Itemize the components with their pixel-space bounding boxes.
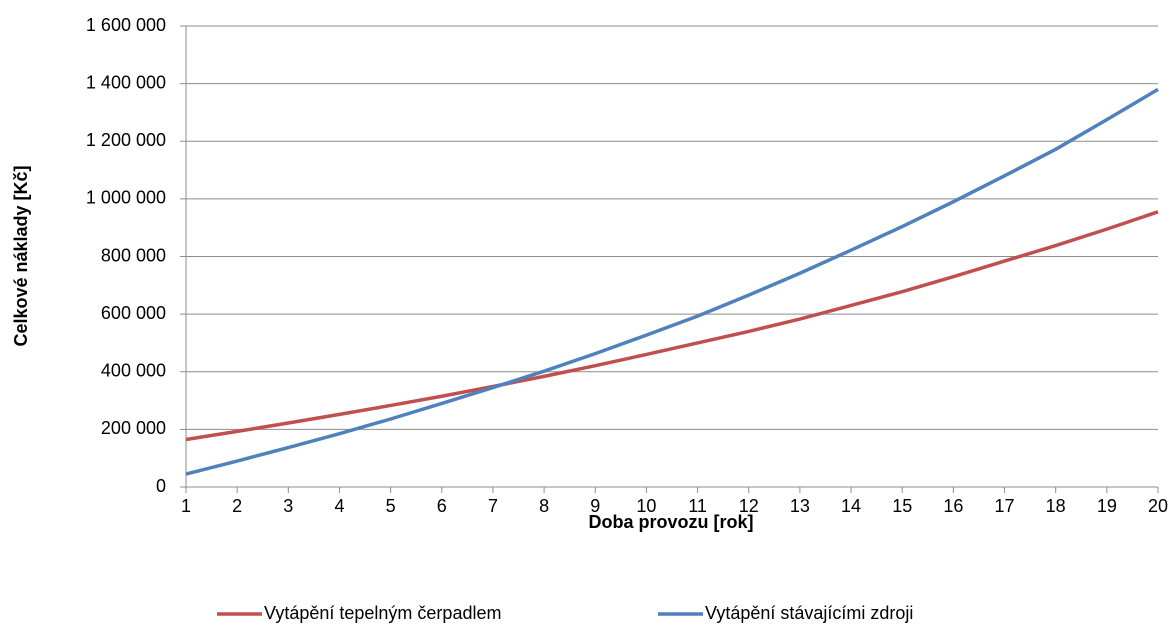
x-tick-label: 7 bbox=[488, 496, 498, 516]
y-tick-label: 600 000 bbox=[101, 303, 166, 323]
x-tick-label: 13 bbox=[790, 496, 810, 516]
y-tick-label: 800 000 bbox=[101, 245, 166, 265]
x-tick-label: 2 bbox=[232, 496, 242, 516]
series-line bbox=[185, 210, 1159, 442]
y-tick-label: 1 600 000 bbox=[86, 15, 166, 35]
x-tick-label: 15 bbox=[892, 496, 912, 516]
x-tick-label: 19 bbox=[1097, 496, 1117, 516]
x-tick-label: 18 bbox=[1046, 496, 1066, 516]
x-tick-label: 6 bbox=[437, 496, 447, 516]
y-tick-label: 200 000 bbox=[101, 418, 166, 438]
legend-label: Vytápění stávajícími zdroji bbox=[705, 603, 913, 623]
y-tick-label: 0 bbox=[156, 476, 166, 496]
x-tick-label: 17 bbox=[995, 496, 1015, 516]
x-tick-label: 14 bbox=[841, 496, 861, 516]
x-tick-label: 9 bbox=[590, 496, 600, 516]
y-tick-label: 1 000 000 bbox=[86, 188, 166, 208]
y-tick-label: 1 200 000 bbox=[86, 130, 166, 150]
x-axis-title: Doba provozu [rok] bbox=[589, 512, 754, 532]
x-tick-label: 16 bbox=[943, 496, 963, 516]
y-axis-title: Celkové náklady [Kč] bbox=[11, 165, 31, 346]
x-tick-label: 10 bbox=[636, 496, 656, 516]
x-tick-label: 5 bbox=[386, 496, 396, 516]
y-tick-label: 1 400 000 bbox=[86, 72, 166, 92]
x-tick-label: 3 bbox=[283, 496, 293, 516]
x-tick-label: 12 bbox=[739, 496, 759, 516]
x-tick-label: 4 bbox=[334, 496, 344, 516]
x-tick-label: 8 bbox=[539, 496, 549, 516]
series-line bbox=[185, 87, 1159, 476]
legend-label: Vytápění tepelným čerpadlem bbox=[264, 603, 501, 623]
y-tick-label: 400 000 bbox=[101, 361, 166, 381]
x-tick-label: 20 bbox=[1148, 496, 1168, 516]
x-tick-label: 11 bbox=[688, 496, 707, 516]
x-tick-label: 1 bbox=[181, 496, 191, 516]
